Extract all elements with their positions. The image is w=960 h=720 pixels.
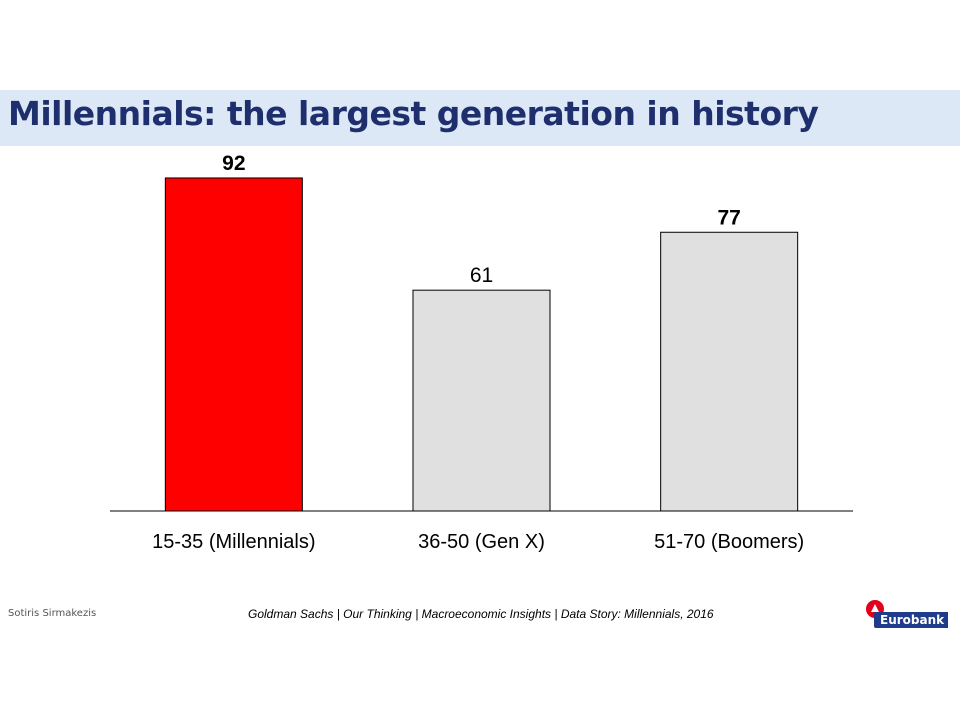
source-citation: Goldman Sachs | Our Thinking | Macroecon… [248,607,714,621]
data-label: 61 [470,264,493,287]
page-title: Millennials: the largest generation in h… [8,94,819,133]
author-name: Sotiris Sirmakezis [8,608,97,619]
eurobank-logo: Eurobank [862,600,956,628]
bar [164,177,303,512]
data-label: 77 [717,206,740,229]
bar [412,289,551,512]
x-tick-label: 36-50 (Gen X) [418,531,545,553]
bar [660,231,799,512]
eurobank-logo-text: Eurobank [874,612,949,628]
x-tick-label: 15-35 (Millennials) [152,531,315,553]
data-label: 92 [222,152,245,175]
title-band [0,90,960,146]
x-tick-label: 51-70 (Boomers) [654,531,804,553]
